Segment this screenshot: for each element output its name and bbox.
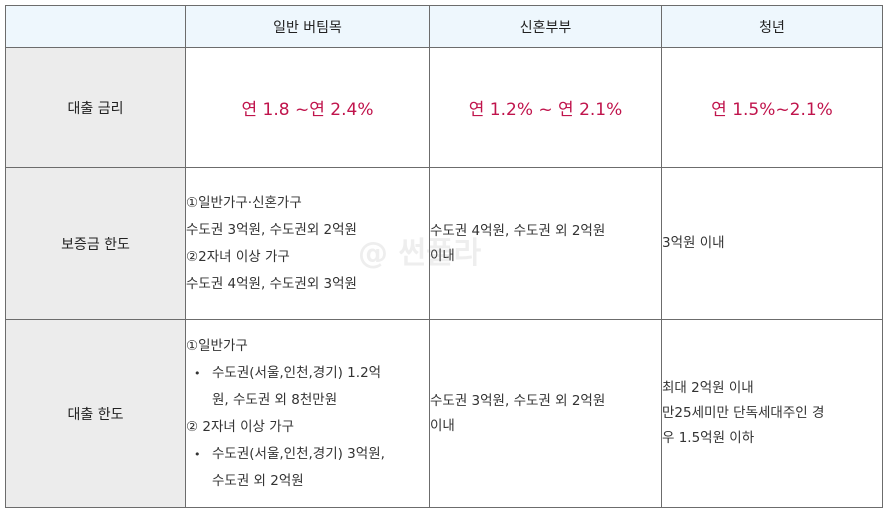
rate-newlywed: 연 1.2% ~ 연 2.1% [429, 47, 662, 168]
deposit-general-line: 수도권 3억원, 수도권외 2억원 [186, 221, 357, 238]
limit-youth-line: 최대 2억원 이내 [662, 380, 754, 396]
list-item: • 수도권(서울,인천,경기) 3억원, 수도권 외 2억원 [194, 441, 429, 495]
limit-general-item-line: 수도권(서울,인천,경기) 3억원, [212, 445, 385, 462]
limit-general-item-line: 수도권 외 2억원 [212, 472, 304, 489]
deposit-general-cell: ①일반가구·신혼가구 수도권 3억원, 수도권외 2억원 ②2자녀 이상 가구 … [185, 167, 430, 320]
limit-youth-cell: 최대 2억원 이내 만25세미만 단독세대주인 경 우 1.5억원 이하 [661, 319, 883, 508]
rate-youth: 연 1.5%~2.1% [661, 47, 883, 168]
header-general: 일반 버팀목 [185, 5, 430, 48]
deposit-general-line: ②2자녀 이상 가구 [186, 248, 290, 265]
rate-general: 연 1.8 ~연 2.4% [185, 47, 430, 168]
table-row-interest-rate: 대출 금리 연 1.8 ~연 2.4% 연 1.2% ~ 연 2.1% 연 1.… [5, 47, 883, 168]
limit-general-item-line: 수도권(서울,인천,경기) 1.2억 [212, 364, 382, 381]
row-label-deposit-limit: 보증금 한도 [5, 167, 186, 320]
limit-youth-line: 우 1.5억원 이하 [662, 430, 755, 446]
limit-general-heading: ①일반가구 [186, 337, 248, 354]
deposit-youth-line: 3억원 이내 [662, 235, 725, 251]
bullet-icon: • [194, 447, 201, 461]
bullet-icon: • [194, 366, 201, 380]
deposit-general-line: ①일반가구·신혼가구 [186, 194, 302, 211]
limit-general-list-1: • 수도권(서울,인천,경기) 1.2억 원, 수도권 외 8천만원 [186, 360, 429, 414]
limit-general-cell: ①일반가구 • 수도권(서울,인천,경기) 1.2억 원, 수도권 외 8천만원… [185, 319, 430, 508]
row-label-loan-limit: 대출 한도 [5, 319, 186, 508]
header-corner-cell [5, 5, 186, 48]
limit-newlywed-line: 이내 [430, 417, 455, 434]
header-youth: 청년 [661, 5, 883, 48]
limit-general-heading: ② 2자녀 이상 가구 [186, 418, 295, 435]
deposit-youth-cell: 3억원 이내 [661, 167, 883, 320]
deposit-general-line: 수도권 4억원, 수도권외 3억원 [186, 275, 357, 292]
row-label-interest-rate: 대출 금리 [5, 47, 186, 168]
deposit-newlywed-line: 수도권 4억원, 수도권 외 2억원 [430, 222, 606, 239]
table-row-loan-limit: 대출 한도 ①일반가구 • 수도권(서울,인천,경기) 1.2억 원, 수도권 … [5, 319, 883, 508]
header-newlywed: 신혼부부 [429, 5, 662, 48]
list-item: • 수도권(서울,인천,경기) 1.2억 원, 수도권 외 8천만원 [194, 360, 429, 414]
limit-general-item-line: 원, 수도권 외 8천만원 [212, 391, 338, 408]
limit-newlywed-cell: 수도권 3억원, 수도권 외 2억원 이내 [429, 319, 662, 508]
loan-comparison-table: 일반 버팀목 신혼부부 청년 대출 금리 연 1.8 ~연 2.4% 연 1.2… [5, 5, 883, 508]
table-row-deposit-limit: 보증금 한도 ①일반가구·신혼가구 수도권 3억원, 수도권외 2억원 ②2자녀… [5, 167, 883, 320]
table-header-row: 일반 버팀목 신혼부부 청년 [5, 5, 883, 48]
deposit-newlywed-cell: 수도권 4억원, 수도권 외 2억원 이내 [429, 167, 662, 320]
limit-youth-line: 만25세미만 단독세대주인 경 [662, 405, 825, 421]
deposit-newlywed-line: 이내 [430, 247, 455, 264]
limit-newlywed-line: 수도권 3억원, 수도권 외 2억원 [430, 392, 606, 409]
limit-general-list-2: • 수도권(서울,인천,경기) 3억원, 수도권 외 2억원 [186, 441, 429, 495]
